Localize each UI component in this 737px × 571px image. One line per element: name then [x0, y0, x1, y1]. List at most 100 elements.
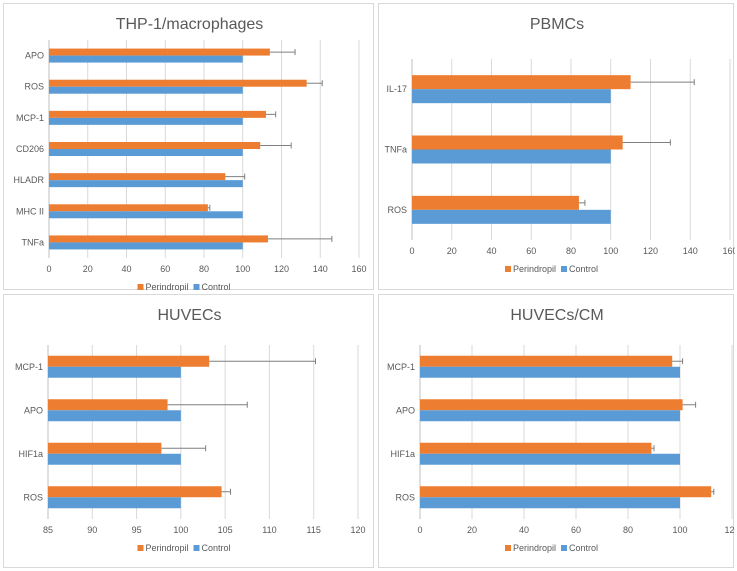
chart-panel-huvecs-cm: HUVECs/CM 0 20 40 60 80 100 120 MCP-1 APO HIF1a ROS…: [378, 294, 735, 568]
legend: Perindropil Control: [137, 543, 231, 553]
error-bar: [651, 445, 655, 452]
x-tick-label: 115: [307, 525, 321, 535]
error-bar: [267, 235, 333, 242]
x-tick-label: 40: [121, 264, 131, 274]
bar-control: [49, 149, 243, 156]
chart-title: THP-1/macrophages: [116, 16, 264, 33]
bar-control: [48, 366, 181, 378]
chart-title: HUVECs/CM: [510, 307, 603, 324]
error-bar: [225, 173, 246, 180]
bar-control: [49, 211, 243, 219]
legend-swatch-control: [193, 545, 200, 551]
x-tick-label: 110: [262, 525, 276, 535]
category-label: MHC II: [16, 206, 44, 216]
x-tick-label: 120: [350, 525, 365, 535]
error-bar: [622, 139, 671, 146]
error-bar: [209, 358, 316, 365]
legend: Perindropil Control: [137, 282, 231, 291]
legend-label-control: Control: [569, 543, 598, 553]
x-tick-label: 90: [87, 525, 97, 535]
x-tick-label: 20: [467, 525, 477, 535]
x-tick-label: 40: [486, 246, 496, 256]
bar-perindropil: [420, 355, 673, 367]
bar-perindropil: [48, 442, 162, 454]
x-tick-label: 60: [526, 246, 536, 256]
category-label: HIF1a: [390, 449, 415, 459]
legend-label-control: Control: [569, 264, 598, 274]
bar-perindropil: [420, 399, 683, 411]
error-bar: [221, 488, 231, 495]
x-tick-label: 120: [724, 525, 735, 535]
x-tick-label: 160: [722, 246, 735, 256]
bar-control: [412, 149, 611, 164]
bar-control: [48, 497, 181, 509]
chart-panel-huvecs: HUVECs 85 90 95 100 105 110 115 120 MCP-1 APO HIF1a…: [3, 294, 374, 568]
chart-huvecs-cm: HUVECs/CM 0 20 40 60 80 100 120 MCP-1 APO HIF1a ROS…: [387, 307, 735, 553]
category-label: APO: [24, 405, 43, 415]
chart-panel-pbmcs: PBMCs 0 20 40 60 80 100 120 140 160 IL-17 TNFa ROS Pe…: [378, 3, 736, 290]
legend-swatch-control: [193, 284, 200, 290]
chart-title: HUVECs: [157, 307, 221, 324]
bar-control: [49, 180, 243, 188]
x-tick-label: 60: [160, 264, 170, 274]
chart-title: PBMCs: [530, 16, 584, 33]
error-bar: [578, 199, 586, 206]
category-label: APO: [25, 51, 44, 61]
category-label: ROS: [387, 205, 407, 215]
category-label: TNFa: [22, 237, 45, 247]
error-bar: [266, 111, 277, 118]
category-label: MCP-1: [387, 362, 415, 372]
bar-control: [420, 453, 680, 465]
x-tick-label: 85: [43, 525, 53, 535]
bar-perindropil: [412, 135, 623, 150]
bar-perindropil: [420, 442, 652, 454]
bar-perindropil: [48, 399, 168, 411]
category-label: MCP-1: [16, 113, 44, 123]
x-tick-label: 160: [351, 264, 366, 274]
x-tick-label: 120: [643, 246, 658, 256]
x-tick-label: 0: [46, 264, 51, 274]
bar-perindropil: [49, 235, 268, 243]
x-tick-label: 100: [603, 246, 618, 256]
x-tick-label: 100: [672, 525, 687, 535]
x-tick-label: 120: [274, 264, 289, 274]
legend-label-perindropil: Perindropil: [513, 264, 556, 274]
bar-perindropil: [412, 195, 579, 210]
error-bar: [269, 49, 296, 56]
x-tick-label: 0: [417, 525, 422, 535]
category-label: HLADR: [13, 175, 44, 185]
bar-control: [48, 410, 181, 422]
bar-control: [412, 89, 611, 104]
bar-control: [48, 453, 181, 465]
bar-perindropil: [48, 355, 210, 367]
bar-perindropil: [49, 204, 208, 212]
legend-swatch-control: [561, 266, 567, 272]
legend-label-perindropil: Perindropil: [146, 282, 189, 291]
bar-control: [420, 497, 680, 509]
bar-perindropil: [49, 142, 261, 149]
error-bar: [630, 79, 695, 86]
category-label: ROS: [395, 492, 415, 502]
error-bar: [161, 445, 207, 452]
legend-swatch-control: [561, 545, 567, 551]
bar-perindropil: [49, 48, 270, 56]
x-tick-label: 60: [571, 525, 581, 535]
error-bar: [672, 358, 684, 365]
category-label: TNFa: [385, 145, 408, 155]
x-tick-label: 40: [519, 525, 529, 535]
x-tick-label: 80: [623, 525, 633, 535]
error-bar: [682, 401, 697, 408]
bar-control: [49, 242, 243, 250]
bar-perindropil: [49, 79, 307, 87]
chart-pbmcs: PBMCs 0 20 40 60 80 100 120 140 160 IL-17 TNFa ROS Pe…: [385, 16, 736, 274]
legend-label-control: Control: [202, 282, 231, 291]
chart-thp1: THP-1/macrophages 0 20 40 60 80 100 120 140 160 AP…: [13, 16, 366, 291]
error-bar: [207, 204, 211, 211]
legend: Perindropil Control: [505, 543, 598, 553]
x-tick-label: 105: [218, 525, 233, 535]
x-tick-label: 100: [235, 264, 250, 274]
x-tick-label: 20: [83, 264, 93, 274]
error-bar: [167, 401, 248, 408]
bar-control: [49, 86, 243, 94]
category-label: CD206: [16, 144, 44, 154]
